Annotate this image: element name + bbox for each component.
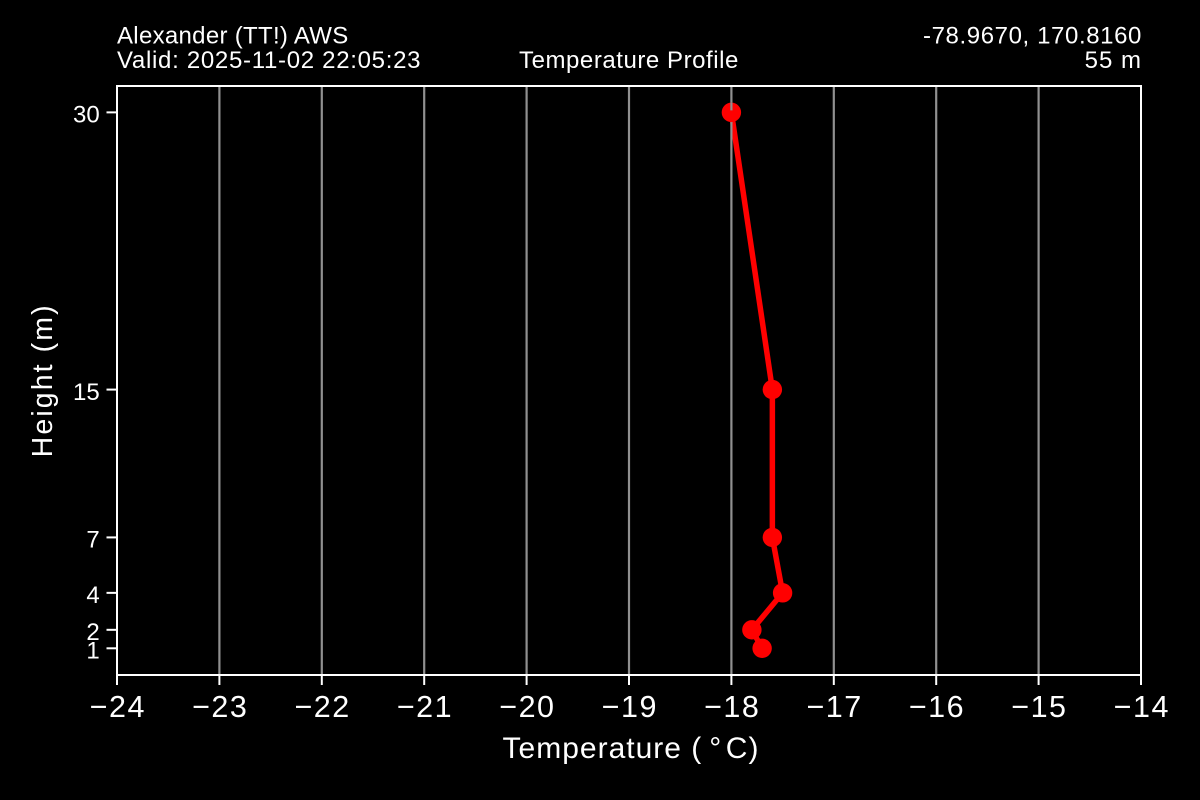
svg-text:−19: −19 bbox=[602, 690, 658, 724]
svg-text:15: 15 bbox=[73, 379, 100, 406]
svg-text:−24: −24 bbox=[90, 690, 146, 724]
svg-text:30: 30 bbox=[73, 102, 100, 129]
svg-text:−21: −21 bbox=[397, 690, 453, 724]
svg-text:−16: −16 bbox=[909, 690, 965, 724]
svg-text:−14: −14 bbox=[1114, 690, 1170, 724]
svg-text:1: 1 bbox=[86, 638, 99, 665]
svg-text:Height (m): Height (m) bbox=[27, 303, 59, 457]
svg-text:−18: −18 bbox=[704, 690, 760, 724]
svg-text:Temperature Profile: Temperature Profile bbox=[519, 47, 739, 74]
svg-text:−17: −17 bbox=[806, 690, 862, 724]
svg-text:7: 7 bbox=[86, 527, 99, 554]
svg-text:55 m: 55 m bbox=[1085, 47, 1142, 74]
svg-text:2: 2 bbox=[86, 619, 99, 646]
svg-text:Alexander (TT!) AWS: Alexander (TT!) AWS bbox=[117, 22, 349, 49]
svg-text:−23: −23 bbox=[192, 690, 248, 724]
svg-text:4: 4 bbox=[86, 582, 99, 609]
svg-text:−15: −15 bbox=[1011, 690, 1067, 724]
svg-text:Temperature ( ° C): Temperature ( ° C) bbox=[503, 732, 760, 765]
svg-text:-78.9670, 170.8160: -78.9670, 170.8160 bbox=[923, 22, 1142, 49]
svg-text:−20: −20 bbox=[499, 690, 555, 724]
svg-text:−22: −22 bbox=[294, 690, 350, 724]
svg-text:Valid: 2025-11-02 22:05:23: Valid: 2025-11-02 22:05:23 bbox=[117, 47, 421, 74]
